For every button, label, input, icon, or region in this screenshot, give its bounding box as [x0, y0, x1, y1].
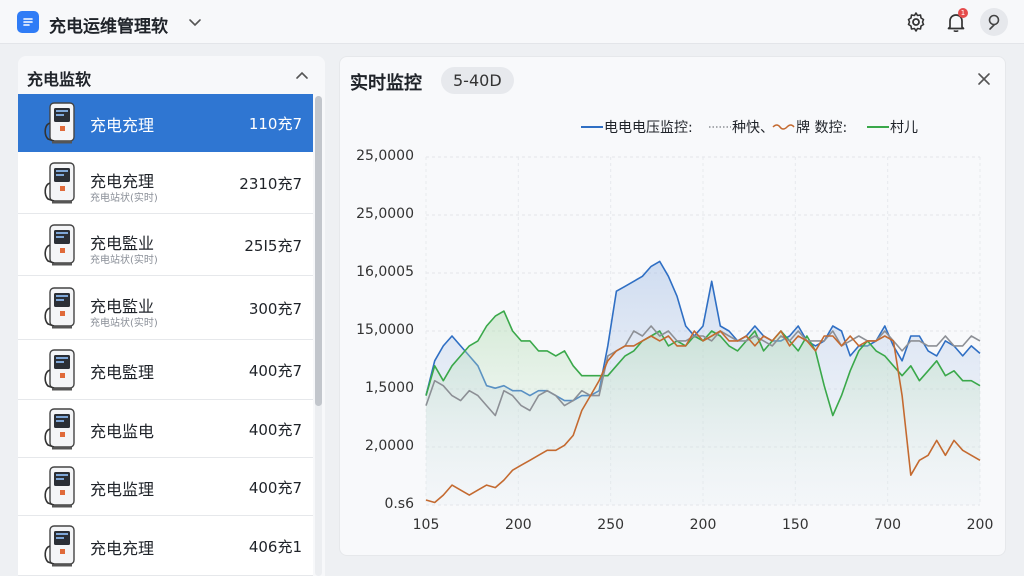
monitor-panel: 实时监控 5-40D 电电电压监控: 种快、 牌 数控: 村儿 25,0000 25,0…: [339, 56, 1006, 556]
device-name: 充电充理: [90, 116, 155, 135]
y-tick-label: 0.s6: [384, 496, 414, 512]
legend-label: 电电电压监控:: [604, 120, 693, 136]
y-tick-label: 15,0000: [356, 322, 414, 338]
legend-item[interactable]: 种快、: [708, 117, 774, 137]
bell-icon[interactable]: [944, 10, 968, 34]
charger-icon: [44, 102, 75, 144]
device-list-item[interactable]: 充电監业充电站状(实时) 300充7: [18, 276, 313, 340]
range-chip[interactable]: 5-40D: [441, 67, 514, 94]
y-tick-label: 25,0000: [356, 206, 414, 222]
device-name: 充电监理: [90, 480, 155, 499]
device-value: 300充7: [248, 300, 302, 318]
charger-icon: [44, 466, 75, 508]
y-tick-label: 25,0000: [356, 148, 414, 164]
charger-icon: [44, 224, 75, 266]
line-chart: [425, 156, 981, 506]
chart-legend: 电电电压监控: 种快、 牌 数控: 村儿: [580, 117, 985, 139]
device-value: 2310充7: [239, 175, 302, 193]
device-list: 充电充理 110充7 充电充理 充电站状(实时) 2310充7 充电監业 充电站状(实时) 2…: [18, 94, 313, 576]
legend-swatch: [772, 124, 795, 130]
device-value: 400充7: [248, 362, 302, 380]
device-value: 400充7: [248, 479, 302, 497]
legend-item[interactable]: 牌 数控:: [772, 117, 847, 137]
x-tick-label: 200: [689, 517, 717, 533]
device-value: 110充7: [248, 115, 302, 133]
charger-icon: [44, 408, 75, 450]
y-tick-label: 1,5000: [365, 380, 414, 396]
series-area: [426, 311, 980, 505]
user-icon: [988, 14, 1000, 30]
charger-icon: [44, 349, 75, 391]
series-line: [425, 325, 981, 417]
device-name: 充电监电: [90, 422, 155, 441]
device-list-title: 充电监软: [27, 70, 92, 89]
x-tick-label: 105: [412, 517, 440, 533]
device-list-item[interactable]: 充电監理 400充7: [18, 340, 313, 400]
charger-icon: [44, 162, 75, 204]
device-subtitle: 充电站状(实时): [90, 193, 158, 204]
device-list-item[interactable]: 充电监电 400充7: [18, 400, 313, 458]
notification-badge: 1: [958, 8, 968, 18]
device-value: 25I5充7: [244, 237, 302, 255]
device-list-item[interactable]: 充电監业充电站状(实时) 25I5充7: [18, 214, 313, 276]
device-value: 400充7: [248, 421, 302, 439]
legend-label: 村儿: [890, 120, 918, 136]
device-subtitle: 充电站状(实时): [90, 255, 158, 266]
app-logo-icon: [17, 11, 39, 33]
close-icon[interactable]: [974, 69, 994, 89]
charger-icon: [44, 525, 75, 567]
device-value: 406充1: [248, 538, 302, 556]
gear-icon[interactable]: [904, 10, 928, 34]
legend-label: 牌 数控:: [796, 120, 848, 136]
device-list-item[interactable]: 充电充理 406充1: [18, 516, 313, 576]
device-name: 充电充理: [90, 172, 155, 191]
y-tick-label: 16,0005: [356, 264, 414, 280]
chevron-down-icon[interactable]: [186, 13, 204, 31]
legend-swatch: [709, 126, 731, 128]
legend-swatch: [867, 126, 889, 128]
legend-label: 种快、: [732, 120, 774, 136]
device-name: 充电充理: [90, 539, 155, 558]
user-avatar-button[interactable]: [980, 8, 1008, 36]
monitor-title: 实时监控: [350, 73, 422, 94]
app-title: 充电运维管理软: [49, 17, 168, 37]
device-name: 充电監业: [90, 234, 155, 253]
device-list-item[interactable]: 充电充理充电站状(实时) 2310充7: [18, 152, 313, 214]
series-line: [425, 330, 981, 504]
device-list-header: 充电监软: [18, 56, 325, 94]
chevron-up-icon[interactable]: [293, 67, 311, 85]
x-tick-label: 200: [966, 517, 994, 533]
device-list-panel: 充电监软 充电充理 110充7 充电充理 充电站状(实时) 2310充7 充电監业 充电站状…: [18, 56, 325, 576]
top-bar: 充电运维管理软 1: [0, 0, 1024, 44]
x-tick-label: 700: [874, 517, 902, 533]
legend-swatch: [581, 126, 603, 128]
scrollbar-thumb[interactable]: [315, 96, 322, 406]
y-tick-label: 2,0000: [365, 438, 414, 454]
x-tick-label: 200: [504, 517, 532, 533]
legend-item[interactable]: 电电电压监控:: [580, 117, 693, 137]
device-subtitle: 充电站状(实时): [90, 318, 158, 329]
device-list-item[interactable]: 充电监理 400充7: [18, 458, 313, 516]
device-name: 充电監业: [90, 297, 155, 316]
charger-icon: [44, 287, 75, 329]
x-tick-label: 150: [781, 517, 809, 533]
x-tick-label: 250: [597, 517, 625, 533]
device-name: 充电監理: [90, 363, 155, 382]
legend-item[interactable]: 村儿: [866, 117, 918, 137]
device-list-item[interactable]: 充电充理 110充7: [18, 94, 313, 152]
